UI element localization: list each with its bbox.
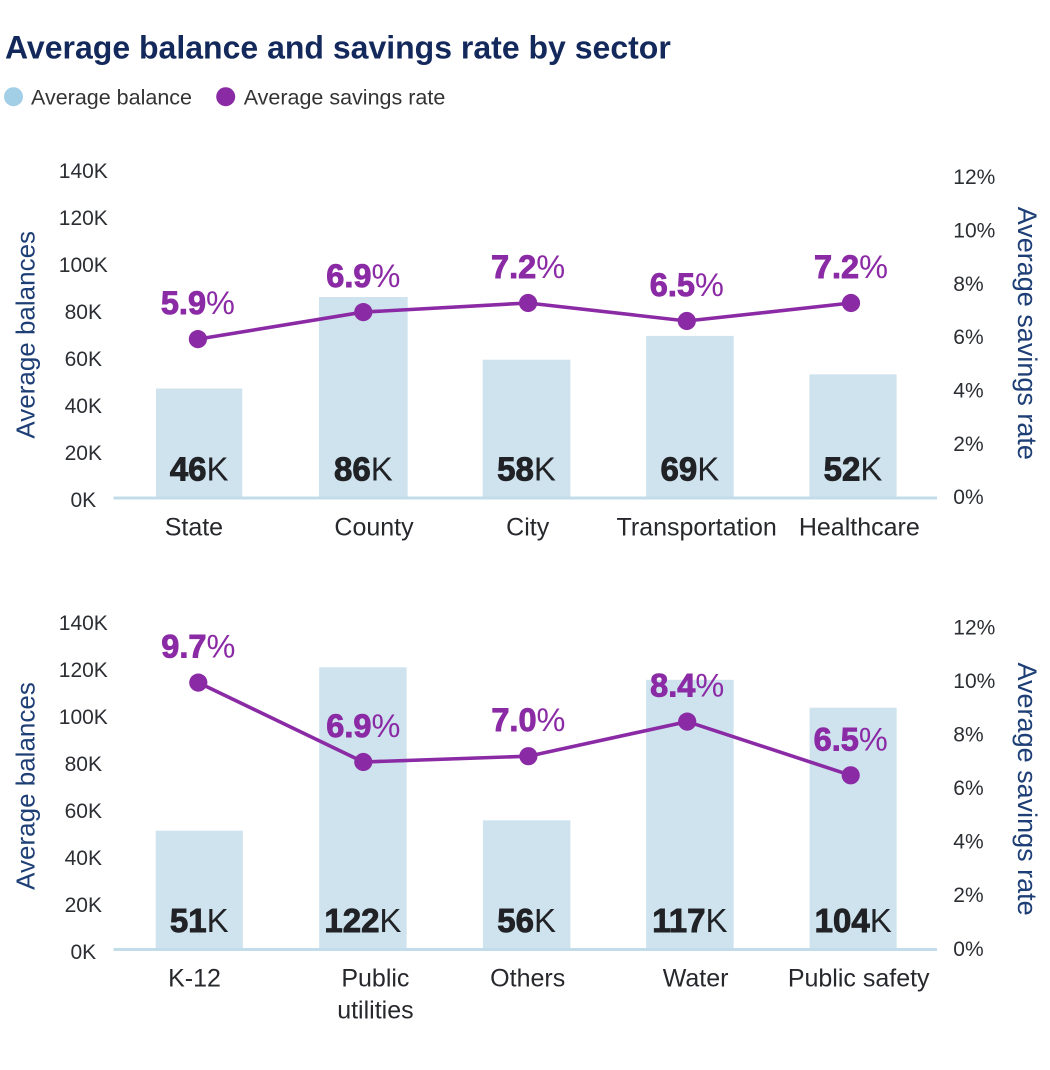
svg-text:120K: 120K <box>59 659 108 682</box>
svg-text:Water: Water <box>663 965 729 993</box>
svg-text:Healthcare: Healthcare <box>799 514 920 542</box>
svg-text:4%: 4% <box>953 831 983 854</box>
svg-text:104K: 104K <box>815 902 892 939</box>
svg-text:0K: 0K <box>70 941 96 964</box>
svg-text:6%: 6% <box>953 326 983 349</box>
svg-text:Average balances: Average balances <box>10 682 40 890</box>
svg-text:100K: 100K <box>59 254 108 277</box>
svg-text:20K: 20K <box>65 894 102 917</box>
svg-text:8.4%: 8.4% <box>650 668 724 704</box>
svg-text:6.5%: 6.5% <box>814 721 888 757</box>
svg-text:6.5%: 6.5% <box>650 267 724 303</box>
svg-text:122K: 122K <box>324 902 401 939</box>
svg-text:117K: 117K <box>652 902 727 939</box>
svg-text:5.9%: 5.9% <box>161 285 235 321</box>
svg-text:8%: 8% <box>953 273 983 296</box>
svg-text:120K: 120K <box>59 207 108 230</box>
svg-text:2%: 2% <box>953 884 983 907</box>
svg-text:0%: 0% <box>953 938 983 961</box>
svg-text:46K: 46K <box>170 451 229 488</box>
svg-text:86K: 86K <box>334 451 393 488</box>
svg-text:56K: 56K <box>497 902 556 939</box>
svg-text:Average savings rate: Average savings rate <box>1012 207 1042 460</box>
svg-text:69K: 69K <box>661 451 720 488</box>
svg-text:0K: 0K <box>70 489 96 512</box>
svg-text:80K: 80K <box>65 753 102 776</box>
svg-text:60K: 60K <box>65 800 102 823</box>
svg-text:7.2%: 7.2% <box>491 249 565 285</box>
svg-text:6.9%: 6.9% <box>326 258 400 294</box>
svg-text:12%: 12% <box>953 617 995 640</box>
svg-text:Transportation: Transportation <box>617 514 777 542</box>
svg-text:60K: 60K <box>65 348 102 371</box>
svg-text:6%: 6% <box>953 777 983 800</box>
svg-text:9.7%: 9.7% <box>161 629 235 665</box>
svg-text:10%: 10% <box>953 670 995 693</box>
svg-text:0%: 0% <box>953 486 983 509</box>
svg-text:40K: 40K <box>65 847 102 870</box>
svg-text:4%: 4% <box>953 379 983 402</box>
svg-text:Public safety: Public safety <box>788 965 930 993</box>
svg-text:40K: 40K <box>65 395 102 418</box>
svg-text:Average balances: Average balances <box>10 231 40 439</box>
svg-text:7.0%: 7.0% <box>491 702 565 738</box>
svg-text:58K: 58K <box>497 451 556 488</box>
svg-text:100K: 100K <box>59 706 108 729</box>
svg-text:51K: 51K <box>170 902 229 939</box>
svg-text:2%: 2% <box>953 433 983 456</box>
svg-text:12%: 12% <box>953 166 995 189</box>
svg-text:Average balance and savings ra: Average balance and savings rate by sect… <box>5 30 671 66</box>
svg-text:Others: Others <box>490 965 565 993</box>
svg-text:Average savings rate: Average savings rate <box>244 86 446 110</box>
svg-text:utilities: utilities <box>337 996 413 1024</box>
svg-text:7.2%: 7.2% <box>814 249 888 285</box>
svg-text:City: City <box>506 514 550 542</box>
svg-text:State: State <box>165 514 223 542</box>
svg-text:20K: 20K <box>65 442 102 465</box>
svg-text:6.9%: 6.9% <box>326 708 400 744</box>
svg-text:K-12: K-12 <box>168 965 221 993</box>
svg-text:Public: Public <box>341 965 409 993</box>
svg-text:Average balance: Average balance <box>31 86 192 110</box>
svg-text:140K: 140K <box>59 160 108 183</box>
svg-text:8%: 8% <box>953 724 983 747</box>
svg-text:Average savings rate: Average savings rate <box>1012 663 1042 916</box>
svg-text:80K: 80K <box>65 301 102 324</box>
svg-text:140K: 140K <box>59 612 108 635</box>
svg-text:10%: 10% <box>953 220 995 243</box>
svg-text:County: County <box>334 514 414 542</box>
svg-text:52K: 52K <box>824 451 883 488</box>
